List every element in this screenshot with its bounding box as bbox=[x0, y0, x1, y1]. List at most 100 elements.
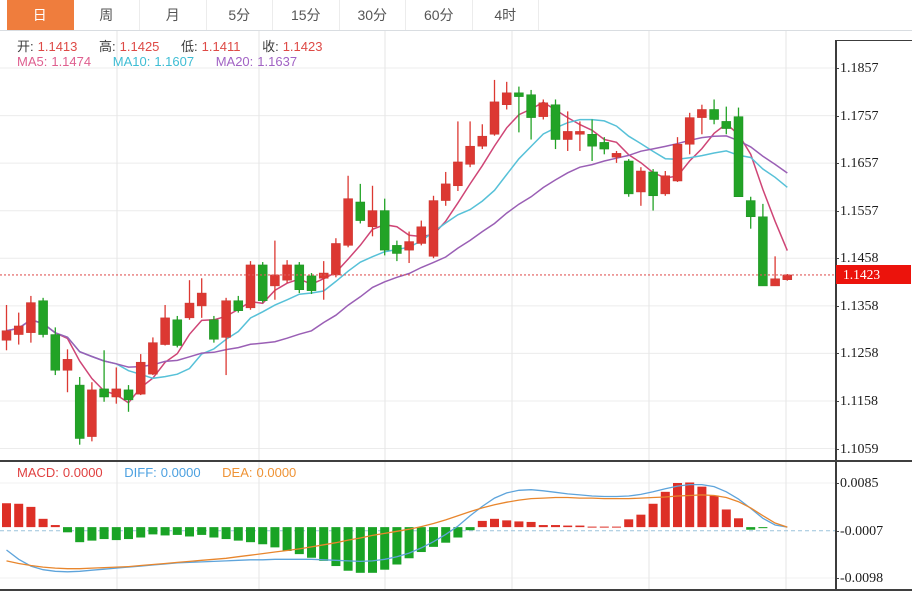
macd-histogram-bar bbox=[246, 527, 255, 543]
candle-body bbox=[782, 274, 793, 280]
macd-chart[interactable] bbox=[0, 461, 835, 590]
macd-histogram-bar bbox=[673, 483, 682, 528]
ma20-label: MA20: bbox=[215, 54, 254, 69]
macd-value: 0.0000 bbox=[62, 465, 103, 480]
macd-axis-tick: -0.0007 bbox=[835, 523, 910, 540]
macd-histogram-bar bbox=[575, 525, 585, 528]
macd-histogram-bar bbox=[465, 527, 475, 531]
candle-body bbox=[306, 275, 317, 291]
open-value: 1.1413 bbox=[37, 39, 78, 54]
high-label: 高: bbox=[99, 39, 116, 54]
dea-line bbox=[6, 494, 788, 570]
y-axis-line bbox=[835, 40, 837, 590]
macd-histogram-bar bbox=[185, 527, 194, 537]
macd-histogram-bar bbox=[404, 527, 414, 559]
candle-body bbox=[587, 134, 597, 147]
ma20-value: 1.1637 bbox=[257, 54, 298, 69]
macd-histogram-bar bbox=[380, 527, 390, 570]
open-label: 开: bbox=[17, 39, 34, 54]
ma5-value: 1.1474 bbox=[51, 54, 92, 69]
macd-histogram-bar bbox=[758, 527, 768, 529]
candle-body bbox=[684, 117, 695, 145]
candle-body bbox=[99, 388, 109, 398]
close-value: 1.1423 bbox=[282, 39, 323, 54]
dea-label: DEA: bbox=[222, 465, 253, 480]
macd-histogram-bar bbox=[685, 482, 695, 528]
macd-histogram-bar bbox=[172, 527, 182, 535]
candle-body bbox=[160, 317, 170, 345]
macd-histogram-bar bbox=[63, 527, 72, 533]
candle-body bbox=[672, 144, 683, 182]
candle-body bbox=[392, 245, 402, 254]
price-axis-tick: 1.1059 bbox=[835, 441, 910, 458]
macd-histogram-bar bbox=[587, 526, 597, 528]
macd-histogram-bar bbox=[75, 527, 85, 543]
price-axis-tick: 1.1657 bbox=[835, 155, 910, 172]
tab-day[interactable]: 日 bbox=[7, 0, 74, 30]
candle-body bbox=[343, 198, 353, 246]
macd-histogram-bar bbox=[538, 525, 548, 528]
macd-histogram-bar bbox=[368, 527, 377, 573]
macd-histogram-bar bbox=[87, 527, 97, 541]
candle-body bbox=[599, 142, 610, 150]
macd-histogram-bar bbox=[99, 527, 109, 540]
macd-histogram-bar bbox=[221, 527, 231, 540]
candle-body bbox=[355, 201, 366, 221]
tab-5min[interactable]: 5分 bbox=[207, 0, 273, 30]
candle-body bbox=[770, 278, 780, 287]
tab-month[interactable]: 月 bbox=[140, 0, 207, 30]
macd-histogram-bar bbox=[270, 527, 280, 548]
candle-body bbox=[660, 175, 671, 195]
macd-histogram-bar bbox=[526, 521, 536, 528]
candle-body bbox=[172, 319, 183, 346]
macd-histogram-bar bbox=[209, 527, 219, 538]
close-label: 收: bbox=[262, 39, 279, 54]
tab-4hour[interactable]: 4时 bbox=[473, 0, 539, 30]
price-axis-tick: 1.1857 bbox=[835, 60, 910, 77]
candle-body bbox=[501, 92, 512, 105]
candle-body bbox=[148, 342, 158, 375]
macd-histogram-bar bbox=[453, 527, 463, 538]
candle-body bbox=[233, 300, 244, 311]
candle-body bbox=[404, 241, 414, 251]
macd-histogram-bar bbox=[551, 525, 560, 528]
tab-week[interactable]: 周 bbox=[74, 0, 140, 30]
candle-body bbox=[648, 171, 658, 197]
candle-body bbox=[379, 210, 390, 251]
macd-histogram-bar bbox=[697, 486, 707, 528]
macd-histogram-bar bbox=[2, 503, 11, 528]
period-tabbar: 日 周 月 5分 15分 30分 60分 4时 bbox=[0, 0, 912, 31]
price-axis-tick: 1.1258 bbox=[835, 345, 910, 362]
candle-body bbox=[465, 145, 475, 165]
price-axis-tick: 1.1458 bbox=[835, 250, 910, 267]
tab-30min[interactable]: 30分 bbox=[340, 0, 406, 30]
candle-body bbox=[184, 302, 195, 319]
candle-body bbox=[87, 389, 97, 437]
tab-60min[interactable]: 60分 bbox=[406, 0, 473, 30]
candle-body bbox=[575, 131, 585, 135]
candle-body bbox=[709, 109, 719, 120]
candle-body bbox=[367, 210, 378, 228]
candle-body bbox=[697, 109, 707, 118]
candle-body bbox=[440, 183, 451, 201]
candle-body bbox=[62, 359, 73, 371]
macd-histogram-bar bbox=[14, 503, 24, 528]
macd-histogram-bar bbox=[599, 526, 609, 528]
macd-histogram-bar bbox=[197, 527, 207, 535]
macd-histogram-bar bbox=[148, 527, 158, 535]
price-axis-tick: 1.1358 bbox=[835, 298, 910, 315]
candle-body bbox=[636, 170, 646, 193]
candlestick-chart[interactable] bbox=[0, 31, 835, 461]
macd-histogram-bar bbox=[124, 527, 133, 540]
candle-body bbox=[221, 300, 231, 338]
macd-histogram-bar bbox=[514, 521, 524, 528]
candle-body bbox=[489, 101, 500, 135]
macd-legend: MACD: 0.0000 DIFF: 0.0000 DEA: 0.0000 bbox=[17, 465, 300, 480]
macd-histogram-bar bbox=[136, 527, 146, 538]
candle-body bbox=[416, 226, 427, 244]
macd-histogram-bar bbox=[612, 526, 621, 528]
candle-body bbox=[26, 302, 36, 333]
candle-body bbox=[294, 264, 305, 290]
tab-15min[interactable]: 15分 bbox=[273, 0, 340, 30]
